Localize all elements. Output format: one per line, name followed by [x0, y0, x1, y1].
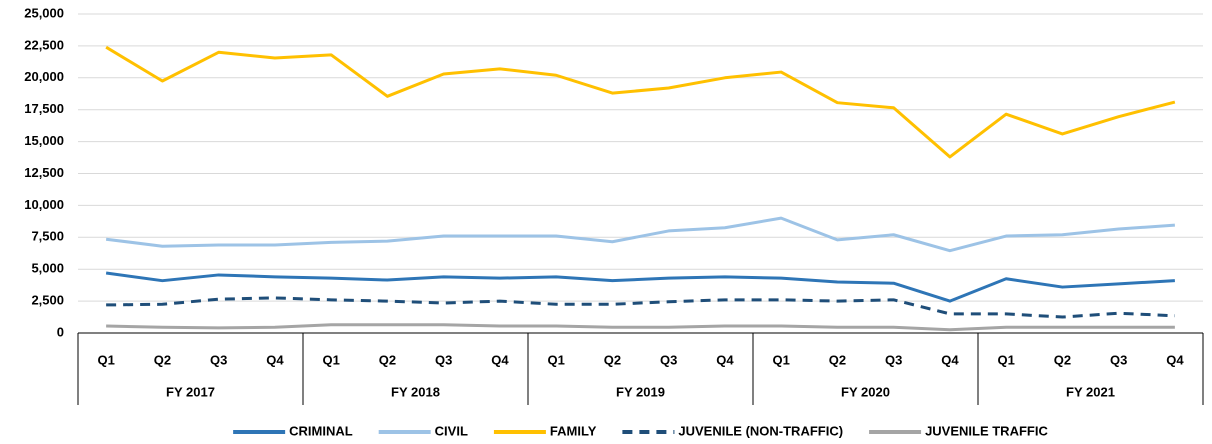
x-tick-label: Q2 — [154, 352, 171, 367]
x-tick-label: Q3 — [1110, 352, 1127, 367]
line-series — [105, 271, 1175, 303]
legend-label: JUVENILE TRAFFIC — [925, 423, 1048, 438]
line-series — [106, 296, 1175, 319]
y-tick-label: 7,500 — [31, 229, 64, 244]
group-label: FY 2020 — [841, 384, 890, 399]
x-tick-label: Q4 — [266, 352, 284, 367]
line-series — [105, 45, 1176, 159]
x-tick-label: Q1 — [997, 352, 1014, 367]
x-tick-label: Q4 — [716, 352, 734, 367]
x-tick-label: Q1 — [322, 352, 339, 367]
y-tick-label: 22,500 — [24, 37, 64, 52]
x-tick-label: Q4 — [941, 352, 959, 367]
group-label: FY 2017 — [166, 384, 215, 399]
y-tick-label: 25,000 — [24, 5, 64, 20]
x-tick-label: Q3 — [885, 352, 902, 367]
y-tick-label: 12,500 — [24, 165, 64, 180]
line-series — [106, 323, 1175, 332]
x-tick-label: Q2 — [1054, 352, 1071, 367]
legend-label: FAMILY — [550, 423, 597, 438]
x-tick-label: Q2 — [829, 352, 846, 367]
x-tick-label: Q2 — [604, 352, 621, 367]
y-tick-label: 10,000 — [24, 197, 64, 212]
x-tick-label: Q4 — [491, 352, 509, 367]
legend-label: CIVIL — [435, 423, 468, 438]
x-tick-label: Q2 — [379, 352, 396, 367]
y-tick-label: 5,000 — [31, 261, 64, 276]
y-tick-label: 2,500 — [31, 293, 64, 308]
x-tick-label: Q1 — [97, 352, 114, 367]
x-tick-label: Q3 — [660, 352, 677, 367]
x-tick-label: Q1 — [547, 352, 564, 367]
x-tick-label: Q1 — [772, 352, 789, 367]
y-tick-label: 15,000 — [24, 133, 64, 148]
group-label: FY 2019 — [616, 384, 665, 399]
y-tick-label: 17,500 — [24, 101, 64, 116]
x-tick-label: Q3 — [435, 352, 452, 367]
y-tick-label: 20,000 — [24, 69, 64, 84]
line-series — [105, 216, 1175, 253]
x-tick-label: Q3 — [210, 352, 227, 367]
group-label: FY 2018 — [391, 384, 440, 399]
legend-label: JUVENILE (NON-TRAFFIC) — [678, 423, 843, 438]
legend-label: CRIMINAL — [289, 423, 353, 438]
y-tick-label: 0 — [57, 324, 64, 339]
group-label: FY 2021 — [1066, 384, 1115, 399]
x-tick-label: Q4 — [1166, 352, 1184, 367]
